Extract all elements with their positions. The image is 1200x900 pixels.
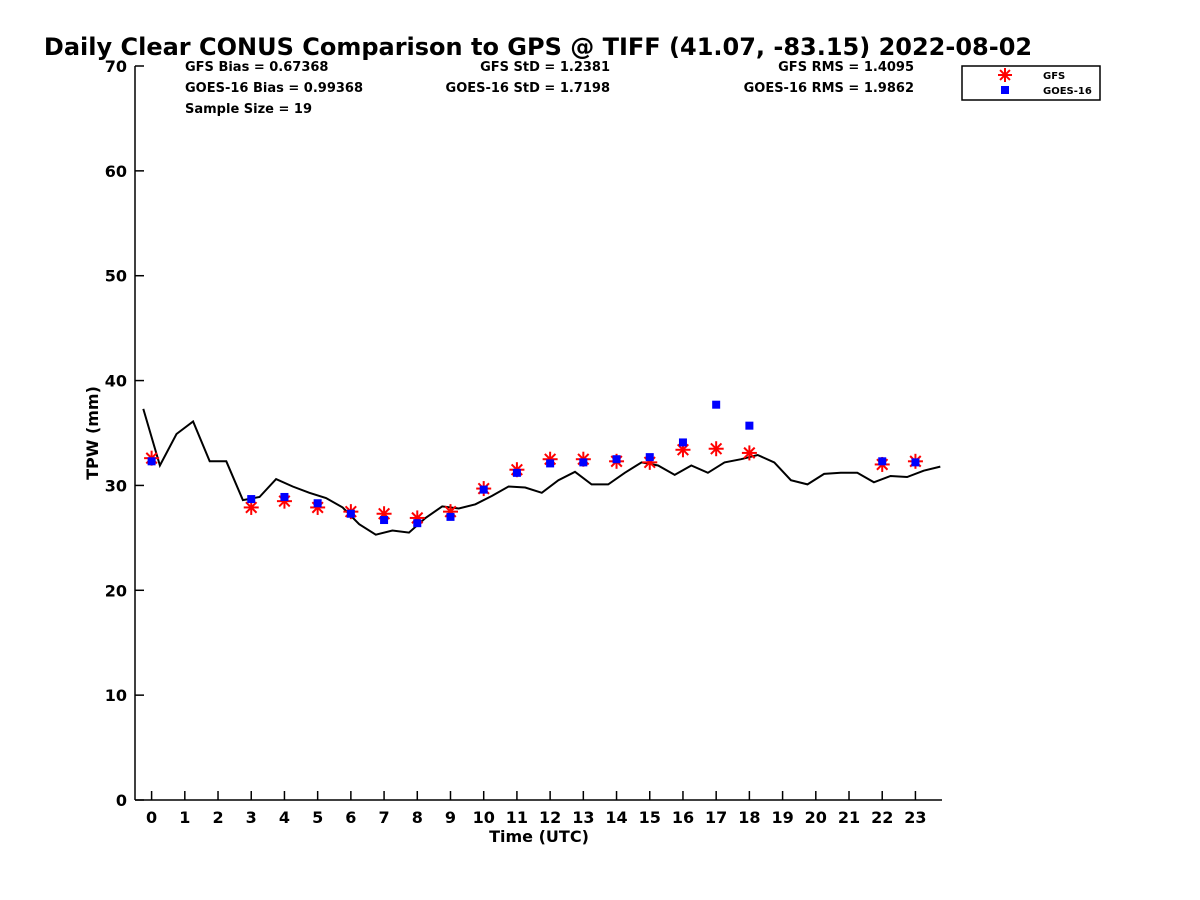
goes16-point xyxy=(313,499,322,508)
x-tick-label: 10 xyxy=(473,808,495,827)
legend-goes-square-icon xyxy=(1001,86,1009,94)
x-tick-label: 21 xyxy=(838,808,860,827)
x-tick-label: 23 xyxy=(904,808,926,827)
legend: GFS GOES-16 xyxy=(961,65,1101,101)
goes16-point xyxy=(147,457,156,466)
y-tick-label: 0 xyxy=(116,791,127,810)
x-tick-label: 17 xyxy=(705,808,727,827)
x-ticks: 0 1 2 3 4 5 6 7 8 9 10 11 12 13 14 15 16 17 18 19 20 21 22 23 xyxy=(146,791,927,827)
x-tick-label: 9 xyxy=(445,808,456,827)
x-tick-label: 15 xyxy=(639,808,661,827)
goes16-point xyxy=(280,492,289,501)
goes16-point xyxy=(612,455,621,464)
goes16-point xyxy=(678,438,687,447)
x-tick-label: 20 xyxy=(805,808,827,827)
gfs-bias-stat: GFS Bias = 0.67368 xyxy=(185,60,328,75)
goes16-point xyxy=(579,458,588,467)
x-tick-label: 11 xyxy=(506,808,528,827)
goes16-point xyxy=(512,468,521,477)
goes16-point xyxy=(745,421,754,430)
goes16-point xyxy=(247,495,256,504)
goes-std-stat: GOES-16 StD = 1.7198 xyxy=(446,81,610,96)
x-tick-label: 4 xyxy=(279,808,290,827)
x-tick-label: 6 xyxy=(345,808,356,827)
goes16-point xyxy=(878,457,887,466)
goes16-point xyxy=(346,509,355,518)
gfs-rms-stat: GFS RMS = 1.4095 xyxy=(778,60,914,75)
gfs-point xyxy=(708,441,724,457)
goes16-point xyxy=(479,485,488,494)
chart-title: Daily Clear CONUS Comparison to GPS @ TI… xyxy=(44,33,1032,61)
gfs-std-stat: GFS StD = 1.2381 xyxy=(480,60,610,75)
goes16-point xyxy=(380,516,389,525)
y-tick-label: 30 xyxy=(105,476,127,495)
goes-bias-stat: GOES-16 Bias = 0.99368 xyxy=(185,81,363,96)
y-tick-label: 40 xyxy=(105,372,127,391)
y-tick-label: 50 xyxy=(105,267,127,286)
legend-box xyxy=(961,65,1101,101)
goes16-point xyxy=(645,453,654,462)
legend-gfs-star-shape xyxy=(998,68,1012,82)
y-axis-label: TPW (mm) xyxy=(83,386,102,480)
x-tick-label: 7 xyxy=(379,808,390,827)
goes16-point xyxy=(712,400,721,409)
stats-block: GFS Bias = 0.67368 GOES-16 Bias = 0.9936… xyxy=(185,60,914,117)
x-tick-label: 0 xyxy=(146,808,157,827)
legend-gfs-star-icon xyxy=(998,68,1012,82)
y-tick-label: 20 xyxy=(105,581,127,600)
x-tick-label: 5 xyxy=(312,808,323,827)
x-tick-label: 13 xyxy=(572,808,594,827)
x-tick-label: 1 xyxy=(179,808,190,827)
legend-label-goes: GOES-16 xyxy=(1043,86,1092,97)
goes16-point xyxy=(413,519,422,528)
gps-series-line xyxy=(142,408,941,536)
x-tick-label: 19 xyxy=(771,808,793,827)
y-tick-label: 60 xyxy=(105,162,127,181)
goes16-point xyxy=(546,459,555,468)
y-tick-label: 10 xyxy=(105,686,127,705)
series-layer xyxy=(142,400,941,536)
goes-rms-stat: GOES-16 RMS = 1.9862 xyxy=(744,81,914,96)
y-ticks: 0 10 20 30 40 50 60 70 xyxy=(105,57,144,810)
x-tick-label: 14 xyxy=(605,808,627,827)
x-tick-label: 22 xyxy=(871,808,893,827)
x-tick-label: 16 xyxy=(672,808,694,827)
sample-size-stat: Sample Size = 19 xyxy=(185,102,312,117)
x-axis-label: Time (UTC) xyxy=(489,827,589,846)
legend-label-gfs: GFS xyxy=(1043,71,1065,82)
gfs-point xyxy=(741,445,757,461)
x-tick-label: 2 xyxy=(212,808,223,827)
x-tick-label: 18 xyxy=(738,808,760,827)
y-tick-label: 70 xyxy=(105,57,127,76)
goes16-point xyxy=(446,512,455,521)
x-tick-label: 3 xyxy=(246,808,257,827)
x-tick-label: 8 xyxy=(412,808,423,827)
x-tick-label: 12 xyxy=(539,808,561,827)
goes16-point xyxy=(911,458,920,467)
